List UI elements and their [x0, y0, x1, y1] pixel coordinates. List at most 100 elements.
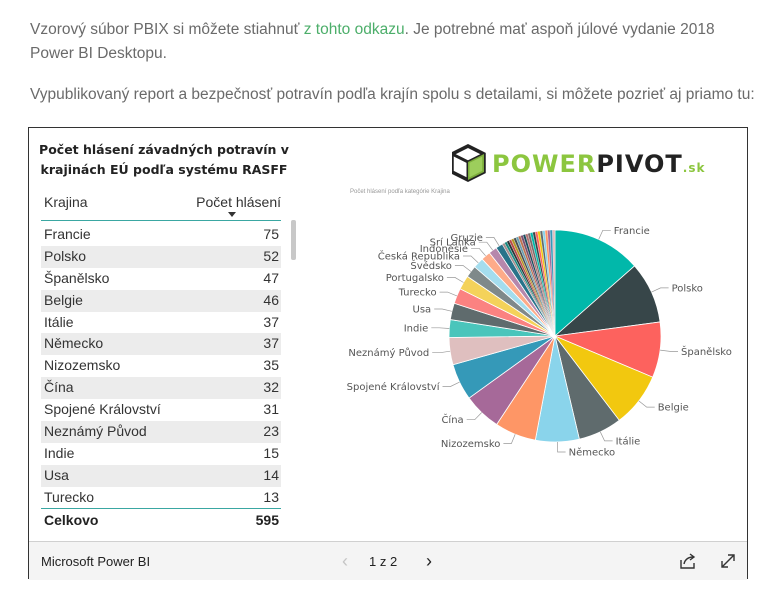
table-row[interactable]: Německo 37: [41, 333, 281, 356]
pie-leader-line: [598, 229, 611, 240]
pie-leader-line: [434, 308, 452, 312]
count-cell: 37: [263, 313, 279, 330]
report-canvas: Počet hlásení závadných potravín v kraji…: [29, 128, 747, 540]
next-page-button[interactable]: ›: [426, 551, 432, 571]
count-cell: 14: [263, 466, 279, 483]
pie-leader-line: [638, 400, 655, 408]
pie-leader-line: [485, 237, 500, 247]
pie-label: Indie: [404, 323, 429, 334]
cube-icon: [452, 144, 486, 182]
pie-label: Gruzie: [451, 233, 483, 244]
pie-leader-line: [471, 247, 486, 257]
scrollbar-thumb[interactable]: [291, 220, 296, 260]
pie-label: Čína: [441, 413, 463, 426]
pie-slice-other[interactable]: [552, 229, 556, 337]
share-icon[interactable]: [679, 552, 697, 570]
country-cell: Usa: [44, 466, 69, 483]
column-header-country[interactable]: Krajina: [44, 194, 88, 210]
country-cell: Francie: [44, 226, 91, 242]
powerbi-footer: Microsoft Power BI ‹ 1 z 2 ›: [29, 541, 747, 580]
pie-label: Belgie: [658, 403, 689, 414]
pie-label: Turecko: [398, 288, 437, 299]
pie-label: Srí Lanka: [430, 237, 476, 249]
pie-leader-line: [660, 349, 678, 352]
pie-label: Portugalsko: [386, 273, 444, 284]
table-header: Krajina Počet hlásení: [41, 190, 281, 221]
pie-leader-line: [651, 287, 669, 293]
pie-label: Usa: [413, 305, 432, 316]
table-title: Počet hlásení závadných potravín v kraji…: [39, 142, 289, 177]
table-row[interactable]: Polsko 52: [41, 245, 281, 268]
pie-label: Švédsko: [410, 259, 452, 272]
powerbi-brand-link[interactable]: Microsoft Power BI: [41, 554, 151, 569]
total-value: 595: [255, 512, 279, 528]
country-cell: Belgie: [44, 291, 83, 308]
pie-leader-line: [439, 291, 458, 297]
count-cell: 47: [263, 269, 279, 286]
pie-label: Česká Republika: [378, 250, 460, 263]
pie-chart[interactable]: Francie Polsko Španělsko Belgie ItálieNěmeck…: [329, 198, 747, 498]
powerbi-embed: Počet hlásení závadných potravín v kraji…: [28, 127, 748, 580]
pie-slice-francie[interactable]: [554, 229, 636, 337]
pie-leader-line: [503, 434, 516, 444]
count-cell: 15: [263, 444, 279, 461]
pie-leader-line: [454, 265, 472, 272]
pie-label: Spojené Království: [347, 381, 441, 393]
count-cell: 46: [263, 291, 279, 308]
table-row[interactable]: Turecko 13: [41, 487, 281, 509]
count-cell: 37: [263, 335, 279, 352]
download-link[interactable]: z tohto odkazu: [303, 21, 405, 38]
logo-text-power: POWER: [492, 150, 596, 178]
powerpivot-logo: POWERPIVOT.sk: [452, 144, 705, 182]
pie-label: Polsko: [672, 283, 703, 294]
table-row[interactable]: Belgie 46: [41, 289, 281, 312]
logo-text-suffix: .sk: [683, 161, 706, 175]
country-cell: Německo: [44, 335, 104, 352]
pie-leader-line: [432, 350, 451, 354]
chart-caption: Počet hlásení podľa kategórie Krajina: [350, 189, 450, 195]
fullscreen-icon[interactable]: [719, 552, 737, 570]
country-cell: Polsko: [44, 247, 87, 264]
country-cell: Itálie: [44, 313, 74, 330]
pie-leader-line: [463, 255, 479, 264]
pie-leader-line: [599, 431, 613, 442]
table-row[interactable]: Neznámý Původ 23: [41, 421, 281, 443]
country-cell: Neznámý Původ: [44, 423, 147, 440]
pie-label: Nizozemsko: [441, 439, 501, 450]
column-header-count[interactable]: Počet hlásení: [196, 194, 281, 210]
count-cell: 75: [263, 226, 279, 242]
count-cell: 32: [263, 379, 279, 396]
table-row[interactable]: Španělsko 47: [41, 268, 281, 290]
page-indicator: 1 z 2: [369, 554, 398, 569]
table-row[interactable]: Čína 32: [41, 377, 281, 400]
count-cell: 23: [263, 423, 279, 440]
table-row[interactable]: Indie 15: [41, 443, 281, 465]
count-cell: 52: [263, 247, 279, 264]
table-row[interactable]: Francie 75: [41, 224, 281, 246]
logo-text-pivot: PIVOT: [596, 150, 682, 178]
table-scrollbar[interactable]: [291, 220, 297, 520]
pie-leader-line: [446, 277, 464, 283]
pie-label: Itálie: [616, 435, 641, 447]
intro-paragraph-download: Vzorový súbor PBIX si môžete stiahnuť z …: [30, 21, 715, 62]
previous-page-button[interactable]: ‹: [342, 551, 348, 571]
table-row[interactable]: Itálie 37: [41, 312, 281, 334]
total-label: Celkovo: [44, 512, 99, 528]
count-cell: 35: [263, 357, 279, 374]
country-cell: Indie: [44, 444, 75, 461]
pie-leader-line: [478, 241, 493, 251]
pie-label: Francie: [614, 226, 650, 237]
pie-leader-line: [466, 412, 482, 421]
intro-paragraph-report: Vypublikovaný report a bezpečnosť potrav…: [30, 86, 755, 103]
pie-leader-line: [442, 381, 460, 387]
sort-descending-icon: [228, 212, 236, 217]
table-row[interactable]: Usa 14: [41, 464, 281, 487]
pie-label: Indonésie: [420, 243, 468, 255]
table-row[interactable]: Spojené Království 31: [41, 399, 281, 421]
country-cell: Čína: [44, 379, 74, 396]
table-row[interactable]: Nizozemsko 35: [41, 355, 281, 377]
country-cell: Turecko: [44, 488, 95, 505]
count-cell: 31: [263, 401, 279, 418]
svg-text:POWERPIVOT.sk: POWERPIVOT.sk: [492, 150, 705, 178]
pie-leader-line: [431, 327, 450, 329]
